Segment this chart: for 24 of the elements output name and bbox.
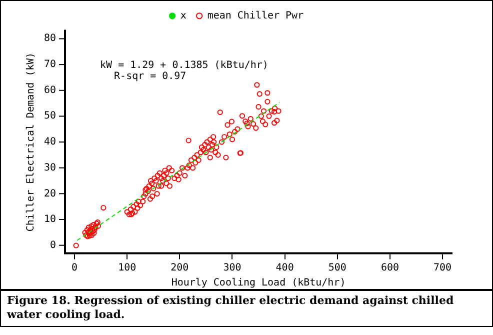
annotation: R-sqr = 0.97: [114, 71, 186, 82]
y-tick-label: 40: [44, 136, 56, 148]
x-tick-label: 100: [118, 262, 136, 274]
x-tick-label: 300: [223, 262, 242, 274]
y-axis-title: Chiller Electrical Demand (kW): [26, 52, 37, 232]
caption: Figure 18. Regression of existing chiller electric demand against chilled water cooling load.: [6, 293, 455, 323]
y-tick-label: 10: [44, 214, 56, 226]
y-tick-label: 30: [44, 162, 56, 174]
annotation: kW = 1.29 + 0.1385 (kBtu/hr): [100, 60, 268, 72]
y-tick-label: 0: [50, 240, 56, 252]
x-tick-label: 500: [328, 262, 346, 274]
x-tick-label: 0: [71, 262, 78, 274]
legend-label: x: [180, 10, 186, 22]
y-tick-label: 70: [44, 59, 56, 70]
legend-label: mean Chiller Pwr: [207, 10, 304, 22]
y-tick-label: 50: [44, 110, 56, 122]
x-axis-title: Hourly Cooling Load (kBtu/hr): [171, 278, 346, 289]
x-tick-label: 200: [170, 262, 189, 274]
y-tick-label: 20: [44, 188, 56, 200]
x-tick-label: 400: [276, 262, 294, 274]
y-tick-label: 60: [44, 84, 56, 96]
x-tick-label: 700: [434, 262, 452, 274]
y-tick-label: 80: [44, 33, 56, 44]
x-tick-label: 600: [380, 262, 399, 274]
